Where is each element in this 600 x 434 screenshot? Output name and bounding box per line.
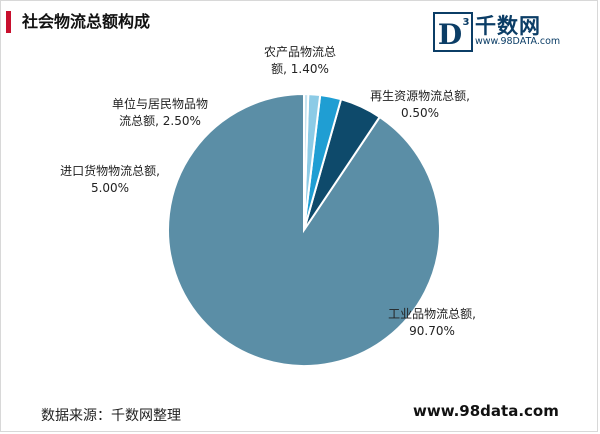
slice-label-line: 进口货物物流总额, [60,163,160,178]
slice-label: 工业品物流总额, 90.70% [388,307,476,338]
chart-title: 社会物流总额构成 [22,12,151,31]
data-source: 数据来源：千数网整理 [41,408,181,424]
slice-label-line: 流总额, 2.50% [119,114,201,128]
pie-slice [167,92,441,367]
pie-slice [303,92,310,231]
slice-label-line: 再生资源物流总额, [370,89,470,103]
slice-label-line: 90.70% [409,324,455,338]
logo-mark-superscript: 3 [463,17,470,28]
slice-label-line: 工业品物流总额, [388,307,476,321]
slice-label: 进口货物物流总额, 5.00% [60,163,160,195]
slice-label-line: 单位与居民物品物 [112,96,208,111]
slice-label-line: 5.00% [91,181,129,195]
brand-logo: D 3 千数网 www.98DATA.com [433,12,593,54]
logo-name: 千数网 [475,14,541,38]
slice-label-line: 0.50% [401,106,439,120]
slice-label: 再生资源物流总额, 0.50% [370,89,470,120]
slice-label-line: 农产品物流总 [264,45,336,59]
logo-mark-letter: D [438,18,462,51]
slice-label-line: 额, 1.40% [271,62,329,76]
slice-label: 单位与居民物品物流总额, 2.50% [112,96,208,128]
logo-url: www.98DATA.com [475,36,561,47]
footer-url: www.98data.com [413,402,559,420]
title-accent-bar [6,11,11,33]
d3-logo-icon: D 3 [433,12,473,52]
slice-label: 农产品物流总额, 1.40% [264,45,336,76]
